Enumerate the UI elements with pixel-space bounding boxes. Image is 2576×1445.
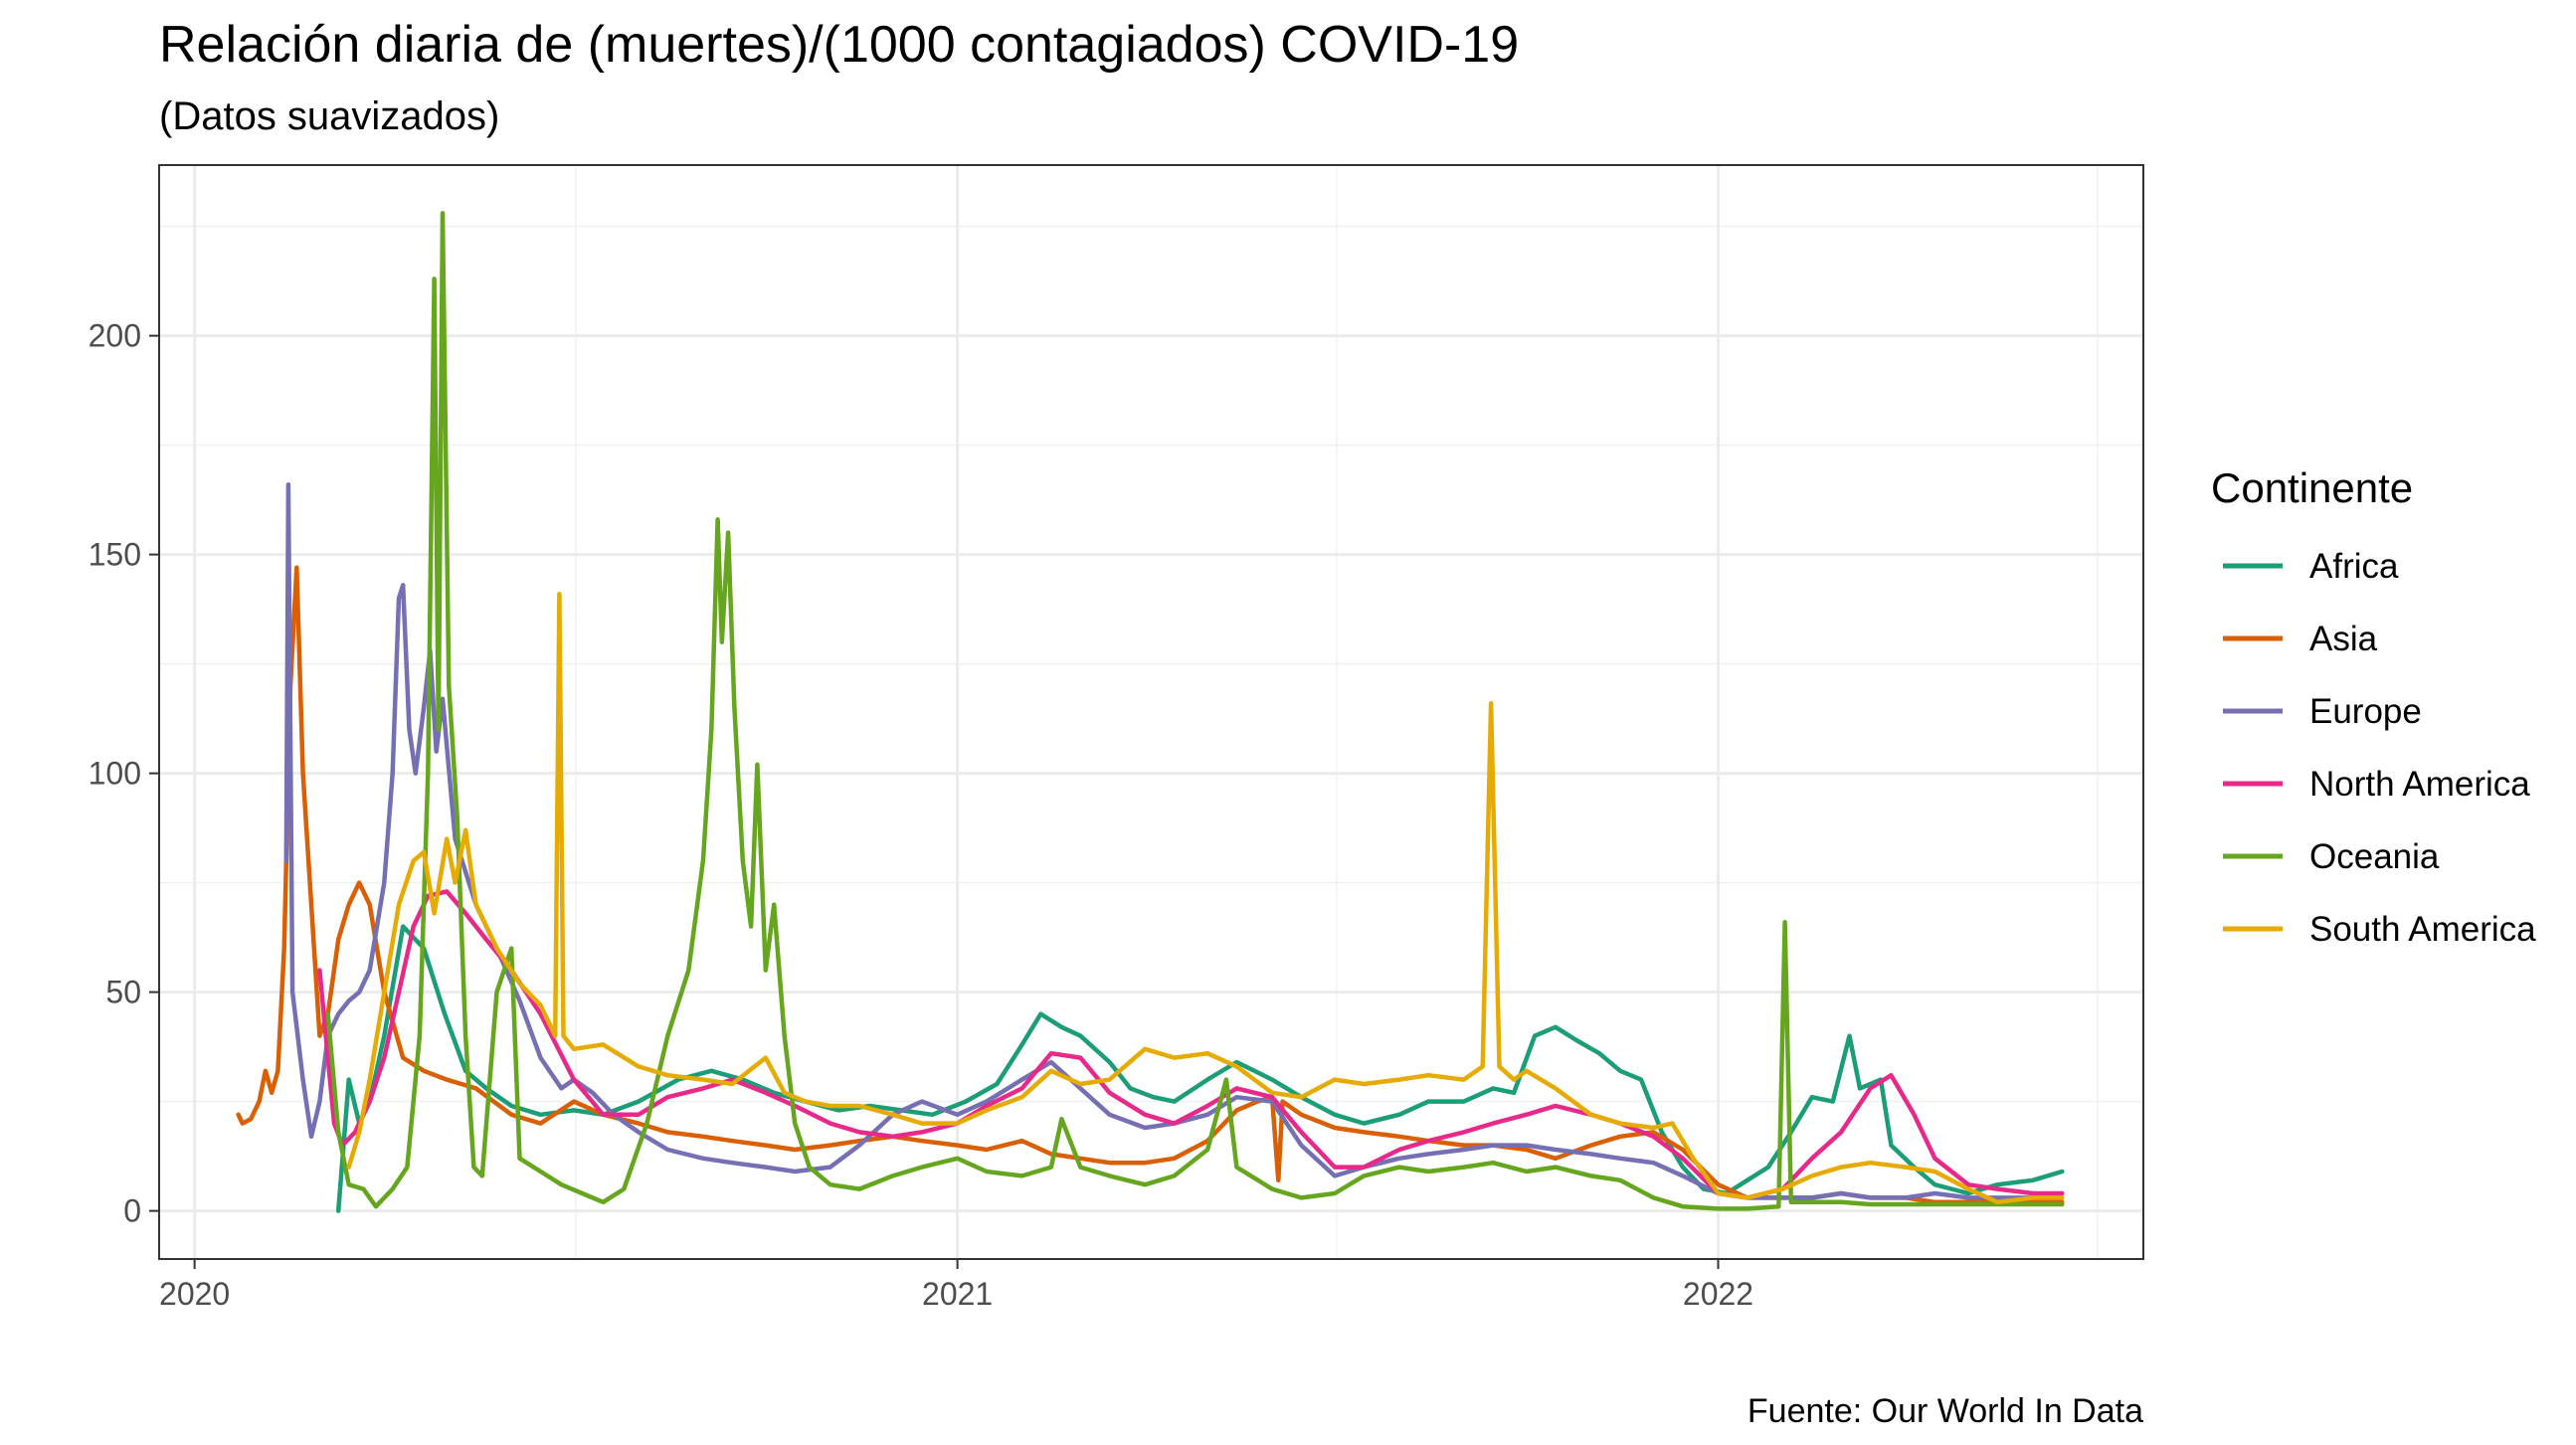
series-line-europe: [283, 481, 2065, 1200]
legend-item: South America: [2223, 910, 2536, 949]
legend-item: North America: [2223, 765, 2530, 804]
legend-item: Europe: [2223, 692, 2422, 731]
x-tick-label: 2022: [1683, 1276, 1753, 1312]
chart-subtitle: (Datos suavizados): [159, 94, 499, 138]
legend-label: Africa: [2309, 547, 2399, 586]
legend-label: North America: [2309, 765, 2530, 804]
legend-label: Europe: [2309, 692, 2422, 731]
legend-label: Oceania: [2309, 837, 2440, 876]
legend-label: South America: [2309, 910, 2536, 949]
x-tick-label: 2020: [159, 1276, 230, 1312]
y-tick-label: 50: [105, 975, 141, 1010]
y-tick-label: 0: [123, 1193, 141, 1229]
axis-ticks: 0 50 100 150 200 2020 2021 2022: [89, 318, 1753, 1312]
legend-label: Asia: [2309, 620, 2378, 658]
y-tick-label: 200: [89, 318, 141, 354]
legend-item: Asia: [2223, 620, 2378, 658]
caption: Fuente: Our World In Data: [1748, 1392, 2143, 1430]
series-lines: [236, 211, 2065, 1213]
y-tick-label: 150: [89, 537, 141, 573]
legend: Continente Africa Asia Europe North America…: [2211, 464, 2536, 949]
chart-title: Relación diaria de (muertes)/(1000 conta…: [159, 16, 1519, 74]
plot-border: [158, 164, 2144, 1260]
gridlines: [159, 165, 2143, 1259]
legend-item: Africa: [2223, 547, 2399, 586]
y-tick-label: 100: [89, 756, 141, 792]
legend-item: Oceania: [2223, 837, 2440, 876]
series-line-oceania: [325, 211, 2065, 1211]
x-tick-label: 2021: [922, 1276, 993, 1312]
series-line-south-america: [346, 591, 2065, 1205]
legend-title: Continente: [2211, 464, 2413, 511]
